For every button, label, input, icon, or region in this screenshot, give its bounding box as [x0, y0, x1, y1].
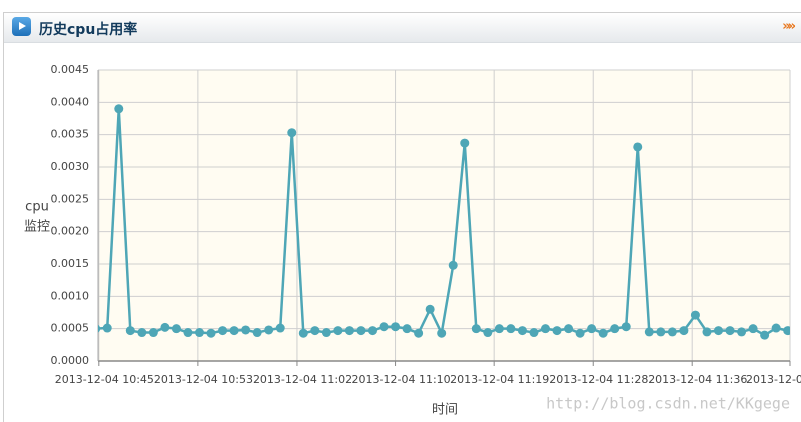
point: [125, 326, 135, 336]
x-tick-label: 2013-12-04 10:53: [154, 373, 253, 386]
point: [575, 328, 585, 338]
panel-title: 历史cpu占用率: [39, 22, 138, 38]
y-tick-label: 0.0005: [51, 322, 90, 335]
point: [448, 260, 458, 270]
point: [252, 328, 262, 338]
x-tick-label: 2013-12-04 11:28: [549, 373, 648, 386]
y-axis-label: 监控: [24, 220, 50, 235]
point: [713, 326, 723, 336]
point: [598, 328, 608, 338]
point: [218, 326, 228, 336]
point: [656, 327, 666, 337]
y-tick-label: 0.0040: [51, 95, 90, 108]
point: [367, 326, 377, 336]
point: [517, 326, 527, 336]
point: [310, 326, 320, 336]
y-tick-label: 0.0025: [51, 192, 90, 205]
y-tick-label: 0.0035: [51, 128, 90, 141]
point: [98, 324, 101, 333]
point: [564, 324, 574, 334]
x-tick-label: 2013-12-04 11:36: [648, 373, 747, 386]
x-tick-label: 2013-12-04 11:02: [253, 373, 352, 386]
series: [98, 104, 790, 340]
point: [633, 142, 643, 152]
point: [194, 328, 204, 338]
point: [160, 322, 170, 332]
point: [483, 328, 493, 338]
point: [760, 330, 770, 340]
point: [506, 324, 516, 334]
x-axis-label: 时间: [432, 403, 458, 418]
point: [287, 128, 297, 138]
point: [471, 324, 481, 334]
point: [702, 327, 712, 337]
y-tick-label: 0.0020: [51, 225, 90, 238]
point: [321, 328, 331, 338]
point: [275, 323, 285, 333]
point: [771, 323, 781, 333]
point: [425, 304, 435, 314]
point: [748, 324, 758, 334]
point: [402, 324, 412, 334]
point: [644, 327, 654, 337]
point: [298, 328, 308, 338]
y-tick-label: 0.0045: [51, 63, 90, 76]
panel-header: 历史cpu占用率 »»: [4, 13, 801, 43]
point: [379, 322, 389, 332]
point: [148, 328, 158, 338]
x-tick-label: 2013-12-0: [746, 373, 801, 386]
x-tick-label: 2013-12-04 11:19: [450, 373, 549, 386]
y-tick-label: 0.0000: [51, 354, 90, 367]
point: [540, 324, 550, 334]
point: [552, 326, 562, 336]
point: [529, 328, 539, 338]
y-tick-label: 0.0010: [51, 289, 90, 302]
y-tick-label: 0.0030: [51, 160, 90, 173]
point: [137, 328, 147, 338]
point: [171, 324, 181, 334]
point: [587, 324, 597, 334]
x-tick-label: 2013-12-04 10:45: [55, 373, 154, 386]
point: [690, 310, 700, 320]
point: [241, 325, 251, 335]
point: [102, 323, 112, 333]
point: [206, 328, 216, 338]
point: [737, 327, 747, 337]
panel-icon[interactable]: [12, 17, 31, 36]
point: [679, 326, 689, 336]
point: [494, 324, 504, 334]
watermark: http://blog.csdn.net/KKgege: [546, 395, 790, 413]
point: [460, 138, 470, 148]
y-tick-label: 0.0015: [51, 257, 90, 270]
point: [783, 326, 790, 336]
point: [621, 322, 631, 332]
point: [229, 326, 239, 336]
point: [344, 326, 354, 336]
point: [333, 326, 343, 336]
point: [356, 326, 366, 336]
point: [667, 327, 677, 337]
point: [264, 325, 274, 335]
point: [437, 328, 447, 338]
point: [725, 326, 735, 336]
point: [114, 104, 124, 114]
y-axis-label: cpu: [25, 200, 49, 215]
point: [391, 322, 401, 332]
point: [610, 324, 620, 334]
x-tick-label: 2013-12-04 11:10: [352, 373, 451, 386]
point: [183, 328, 193, 338]
point: [414, 328, 424, 338]
more-button[interactable]: »»: [782, 19, 796, 34]
